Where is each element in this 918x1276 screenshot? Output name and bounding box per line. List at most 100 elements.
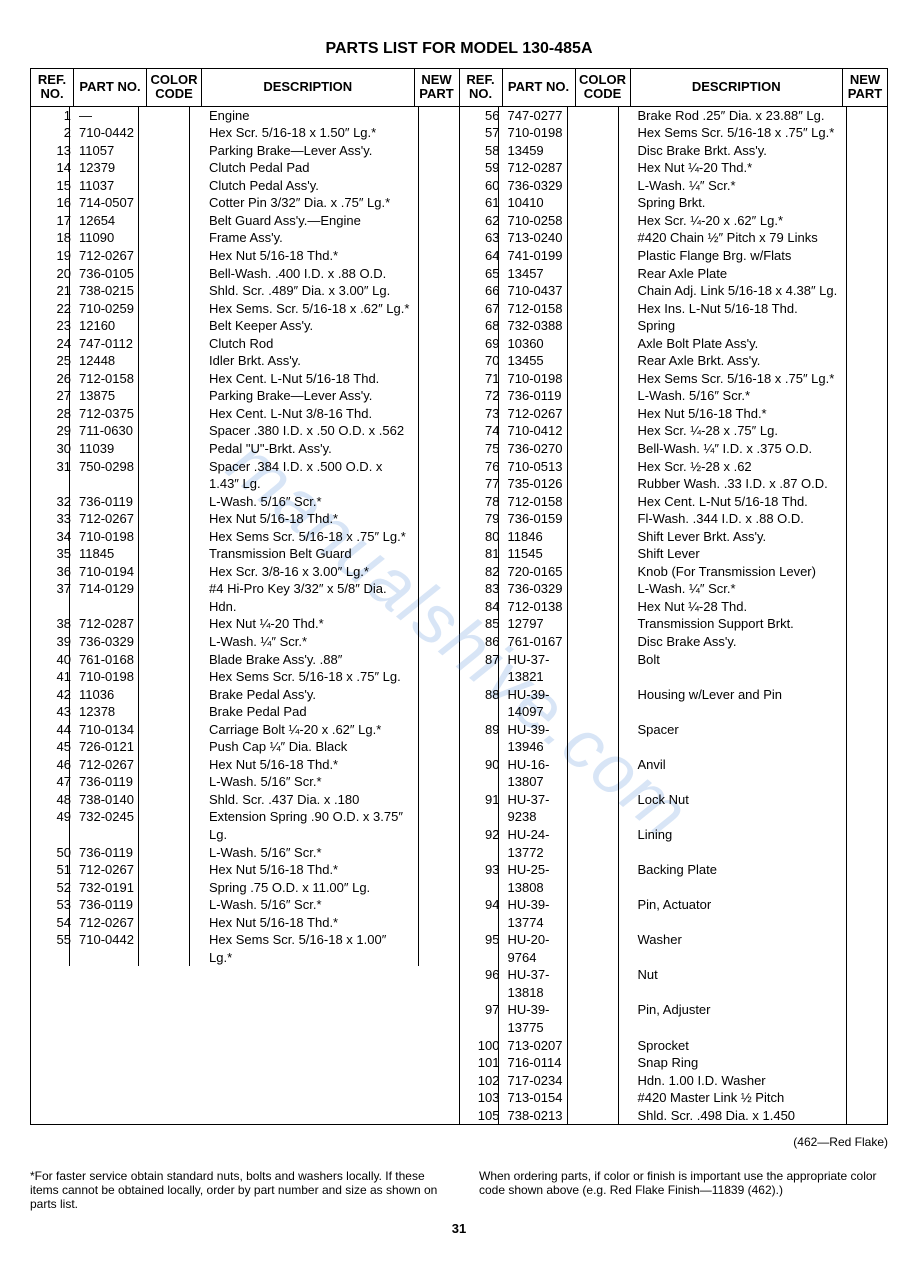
header-ref: REF. NO.	[31, 69, 74, 106]
cell-new	[843, 458, 887, 476]
table-row: 54712-0267Hex Nut 5/16-18 Thd.*	[31, 914, 459, 932]
table-row: 32736-0119L-Wash. 5/16″ Scr.*	[31, 493, 459, 511]
table-row: 96HU-37-13818Nut	[460, 966, 888, 1001]
cell-color	[149, 686, 203, 704]
cell-new	[843, 633, 887, 651]
table-row: 90HU-16-13807Anvil	[460, 756, 888, 791]
cell-color	[149, 229, 203, 247]
cell-desc: Belt Guard Ass'y.—Engine	[203, 212, 415, 230]
cell-new	[843, 370, 887, 388]
cell-color	[578, 545, 632, 563]
cell-desc: Sprocket	[632, 1037, 844, 1055]
cell-new	[843, 265, 887, 283]
cell-desc: Chain Adj. Link 5/16-18 x 4.38″ Lg.	[632, 282, 844, 300]
cell-desc: Bolt	[632, 651, 844, 686]
header-part: PART NO.	[74, 69, 147, 106]
cell-desc: Shld. Scr. .437 Dia. x .180	[203, 791, 415, 809]
cell-new	[415, 229, 459, 247]
table-row: 55710-0442Hex Sems Scr. 5/16-18 x 1.00″ …	[31, 931, 459, 966]
cell-desc: Clutch Rod	[203, 335, 415, 353]
table-row: 47736-0119L-Wash. 5/16″ Scr.*	[31, 773, 459, 791]
cell-new	[843, 422, 887, 440]
cell-new	[843, 212, 887, 230]
table-row: 40761-0168Blade Brake Ass'y. .88″	[31, 651, 459, 669]
cell-new	[415, 791, 459, 809]
cell-new	[843, 686, 887, 721]
table-row: 105738-0213Shld. Scr. .498 Dia. x 1.450	[460, 1107, 888, 1125]
cell-color	[578, 229, 632, 247]
cell-color	[149, 914, 203, 932]
cell-color	[149, 265, 203, 283]
cell-desc: Hex Scr. ¼-28 x .75″ Lg.	[632, 422, 844, 440]
cell-color	[149, 405, 203, 423]
cell-desc: L-Wash. 5/16″ Scr.*	[632, 387, 844, 405]
cell-desc: Pin, Adjuster	[632, 1001, 844, 1036]
table-row: 36710-0194Hex Scr. 3/8-16 x 3.00″ Lg.*	[31, 563, 459, 581]
cell-desc: Idler Brkt. Ass'y.	[203, 352, 415, 370]
table-row: 56747-0277Brake Rod .25″ Dia. x 23.88″ L…	[460, 107, 888, 125]
cell-new	[415, 317, 459, 335]
table-row: 5813459Disc Brake Brkt. Ass'y.	[460, 142, 888, 160]
cell-desc: Spring	[632, 317, 844, 335]
cell-desc: Hex Scr. 5/16-18 x 1.50″ Lg.*	[203, 124, 415, 142]
cell-desc: Hex Nut ¼-20 Thd.*	[203, 615, 415, 633]
table-row: 100713-0207Sprocket	[460, 1037, 888, 1055]
cell-new	[843, 282, 887, 300]
cell-new	[843, 247, 887, 265]
cell-new	[415, 844, 459, 862]
cell-color	[578, 247, 632, 265]
cell-new	[415, 194, 459, 212]
cell-new	[415, 651, 459, 669]
cell-color	[149, 159, 203, 177]
cell-color	[149, 879, 203, 897]
cell-desc: Hex Nut ¼-20 Thd.*	[632, 159, 844, 177]
table-row: 2512448Idler Brkt. Ass'y.	[31, 352, 459, 370]
cell-color	[149, 791, 203, 809]
cell-new	[843, 493, 887, 511]
cell-color	[149, 808, 203, 843]
table-row: 1412379Clutch Pedal Pad	[31, 159, 459, 177]
header-color: COLOR CODE	[147, 69, 202, 106]
cell-color	[149, 107, 203, 125]
cell-color	[149, 422, 203, 440]
cell-new	[415, 387, 459, 405]
cell-new	[843, 142, 887, 160]
table-row: 53736-0119L-Wash. 5/16″ Scr.*	[31, 896, 459, 914]
cell-desc: Transmission Support Brkt.	[632, 615, 844, 633]
cell-desc: Housing w/Lever and Pin	[632, 686, 844, 721]
table-row: 73712-0267Hex Nut 5/16-18 Thd.*	[460, 405, 888, 423]
cell-desc: Lock Nut	[632, 791, 844, 826]
cell-color	[149, 615, 203, 633]
cell-desc: Carriage Bolt ¼-20 x .62″ Lg.*	[203, 721, 415, 739]
cell-new	[415, 370, 459, 388]
cell-new	[415, 738, 459, 756]
table-row: 2713875Parking Brake—Lever Ass'y.	[31, 387, 459, 405]
cell-desc: Washer	[632, 931, 844, 966]
table-row: 8111545Shift Lever	[460, 545, 888, 563]
cell-new	[415, 808, 459, 843]
cell-desc: Hex Scr. ½-28 x .62	[632, 458, 844, 476]
cell-new	[415, 879, 459, 897]
cell-new	[415, 528, 459, 546]
cell-new	[843, 563, 887, 581]
cell-desc: #420 Master Link ½ Pitch	[632, 1089, 844, 1107]
table-row: 93HU-25-13808Backing Plate	[460, 861, 888, 896]
table-row: 29711-0630Spacer .380 I.D. x .50 O.D. x …	[31, 422, 459, 440]
cell-new	[843, 861, 887, 896]
cell-color	[149, 352, 203, 370]
cell-color	[578, 422, 632, 440]
cell-color	[149, 212, 203, 230]
table-row: 103713-0154#420 Master Link ½ Pitch	[460, 1089, 888, 1107]
cell-new	[843, 966, 887, 1001]
cell-new	[843, 440, 887, 458]
cell-color	[578, 493, 632, 511]
cell-new	[415, 159, 459, 177]
cell-new	[843, 1054, 887, 1072]
cell-new	[843, 791, 887, 826]
cell-desc: Hex Sems Scr. 5/16-18 x .75″ Lg.*	[632, 124, 844, 142]
cell-new	[843, 300, 887, 318]
cell-color	[578, 528, 632, 546]
cell-color	[578, 1054, 632, 1072]
cell-new	[843, 475, 887, 493]
cell-color	[578, 1089, 632, 1107]
